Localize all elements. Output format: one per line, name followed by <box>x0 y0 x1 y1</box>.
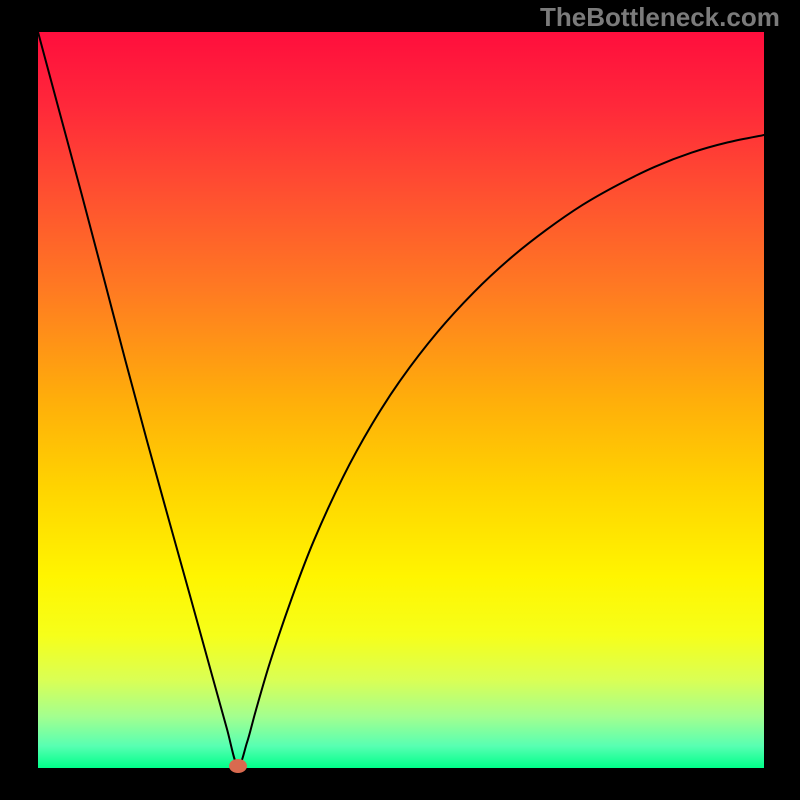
curve-layer <box>0 0 800 800</box>
vertex-marker <box>229 759 247 773</box>
chart-frame: TheBottleneck.com <box>0 0 800 800</box>
watermark-text: TheBottleneck.com <box>540 2 780 33</box>
bottleneck-curve <box>38 32 764 766</box>
